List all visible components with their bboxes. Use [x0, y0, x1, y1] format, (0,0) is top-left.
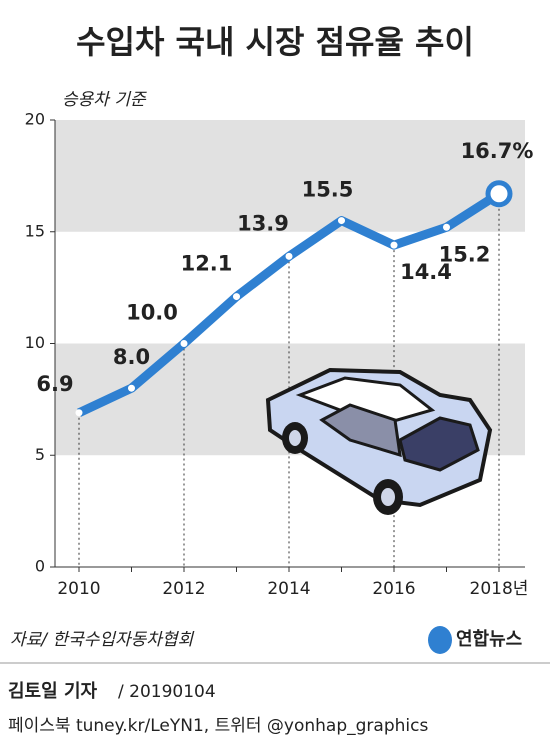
- band: [55, 120, 525, 232]
- x-tick-label: 2010: [57, 579, 100, 599]
- value-label: 16.7%: [461, 139, 534, 163]
- byline: 김토일 기자: [8, 681, 98, 702]
- point: [285, 252, 293, 260]
- plot-area: 0 5 10 15 20 2010 2012 2014 2016 2018년 6.9 8.0 10.0 1…: [25, 110, 534, 600]
- y-tick-label: 5: [35, 445, 45, 464]
- value-label: 12.1: [181, 252, 233, 276]
- value-label: 8.0: [113, 345, 150, 369]
- x-tick-label: 2016: [372, 579, 415, 599]
- source: 자료/ 한국수입자동차협회: [10, 630, 195, 650]
- point: [75, 409, 83, 417]
- point: [390, 241, 398, 249]
- point: [443, 223, 450, 231]
- point: [128, 384, 135, 392]
- car-illustration: [265, 367, 493, 515]
- logo: 연합뉴스: [456, 628, 522, 650]
- y-tick-label: 10: [25, 333, 45, 352]
- point: [338, 217, 345, 225]
- value-label: 10.0: [126, 301, 178, 325]
- date: / 20190104: [118, 682, 216, 702]
- y-tick-label: 0: [35, 557, 45, 576]
- subtitle: 승용차 기준: [62, 90, 147, 110]
- value-label: 14.4: [400, 260, 452, 284]
- value-label: 13.9: [237, 211, 289, 235]
- y-tick-label: 20: [25, 110, 45, 129]
- y-tick-label: 15: [25, 221, 45, 240]
- value-label: 6.9: [36, 372, 73, 396]
- logo-mark: [428, 626, 452, 654]
- x-tick-label: 2012: [162, 579, 205, 599]
- point: [485, 180, 513, 208]
- x-tick-label: 2014: [267, 579, 310, 599]
- chart-title: 수입차 국내 시장 점유율 추이: [76, 23, 474, 61]
- value-label: 15.2: [439, 242, 491, 266]
- footer: 페이스북 tuney.kr/LeYN1, 트위터 @yonhap_graphic…: [8, 716, 428, 736]
- value-label: 15.5: [302, 178, 354, 202]
- x-tick-label: 2018년: [470, 579, 529, 599]
- point: [233, 293, 240, 301]
- point: [180, 340, 188, 347]
